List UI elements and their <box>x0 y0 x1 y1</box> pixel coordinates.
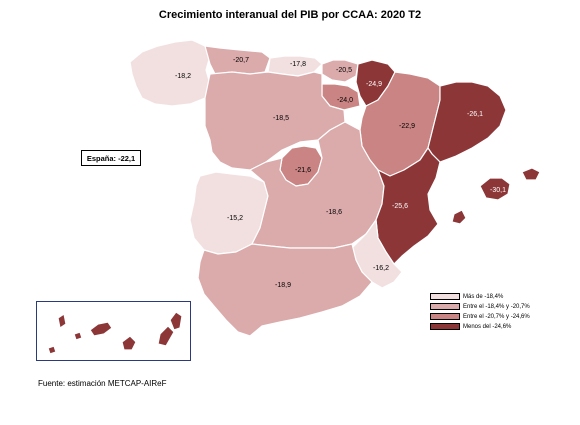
region-canarias-el-hierro[interactable] <box>47 345 57 355</box>
region-baleares-ibiza[interactable] <box>451 209 467 225</box>
legend-item: Entre el -18,4% y -20,7% <box>430 302 530 311</box>
region-canarias-gran-canaria[interactable] <box>121 335 137 351</box>
source-note: Fuente: estimación METCAP-AIReF <box>38 379 167 388</box>
region-andalucia[interactable] <box>197 243 373 337</box>
region-canarias-tenerife[interactable] <box>89 321 113 337</box>
canarias-inset-frame <box>36 301 191 361</box>
canarias-islands <box>47 311 183 355</box>
legend-swatch <box>430 293 460 300</box>
value-label-pais-vasco: -20,5 <box>336 67 352 74</box>
value-label-asturias: -20,7 <box>233 57 249 64</box>
legend-label: Menos del -24,6% <box>463 323 512 330</box>
legend-label: Más de -18,4% <box>463 293 504 300</box>
region-galicia[interactable] <box>129 39 211 107</box>
value-label-canarias: -24,6 <box>119 315 135 322</box>
legend-swatch <box>430 303 460 310</box>
map-title: Crecimiento interanual del PIB por CCAA:… <box>158 9 422 21</box>
value-label-galicia: -18,2 <box>175 73 191 80</box>
region-pais-vasco[interactable] <box>321 59 359 83</box>
legend-item: Más de -18,4% <box>430 292 530 301</box>
national-value-box: España: -22,1 <box>81 150 141 166</box>
region-baleares-menorca[interactable] <box>521 167 541 181</box>
legend-label: Entre el -20,7% y -24,6% <box>463 313 530 320</box>
value-label-andalucia: -18,9 <box>275 282 291 289</box>
value-label-cantabria: -17,8 <box>290 61 306 68</box>
value-label-baleares: -30,1 <box>490 187 506 194</box>
value-label-madrid: -21,6 <box>295 167 311 174</box>
value-labels: -18,2 -20,7 -17,8 -20,5 -24,9 -24,0 -22,… <box>119 57 506 322</box>
region-baleares[interactable] <box>479 177 511 201</box>
value-label-navarra: -24,9 <box>366 81 382 88</box>
legend-item: Entre el -20,7% y -24,6% <box>430 312 530 321</box>
value-label-la-rioja: -24,0 <box>337 97 353 104</box>
region-canarias-lanzarote[interactable] <box>169 311 183 331</box>
legend-label: Entre el -18,4% y -20,7% <box>463 303 530 310</box>
legend-item: Menos del -24,6% <box>430 322 530 331</box>
region-canarias-la-gomera[interactable] <box>73 331 83 341</box>
region-canarias-fuerteventura[interactable] <box>157 325 175 347</box>
value-label-cataluna: -26,1 <box>467 111 483 118</box>
value-label-castilla-y-leon: -18,5 <box>273 115 289 122</box>
map-legend: Más de -18,4% Entre el -18,4% y -20,7% E… <box>430 292 530 332</box>
value-label-extremadura: -15,2 <box>227 215 243 222</box>
region-canarias-la-palma[interactable] <box>57 313 67 329</box>
value-label-aragon: -22,9 <box>399 123 415 130</box>
legend-swatch <box>430 323 460 330</box>
legend-swatch <box>430 313 460 320</box>
value-label-castilla-la-mancha: -18,6 <box>326 209 342 216</box>
value-label-comunidad-valenciana: -25,6 <box>392 203 408 210</box>
region-cataluna[interactable] <box>427 81 507 163</box>
value-label-murcia: -16,2 <box>373 265 389 272</box>
